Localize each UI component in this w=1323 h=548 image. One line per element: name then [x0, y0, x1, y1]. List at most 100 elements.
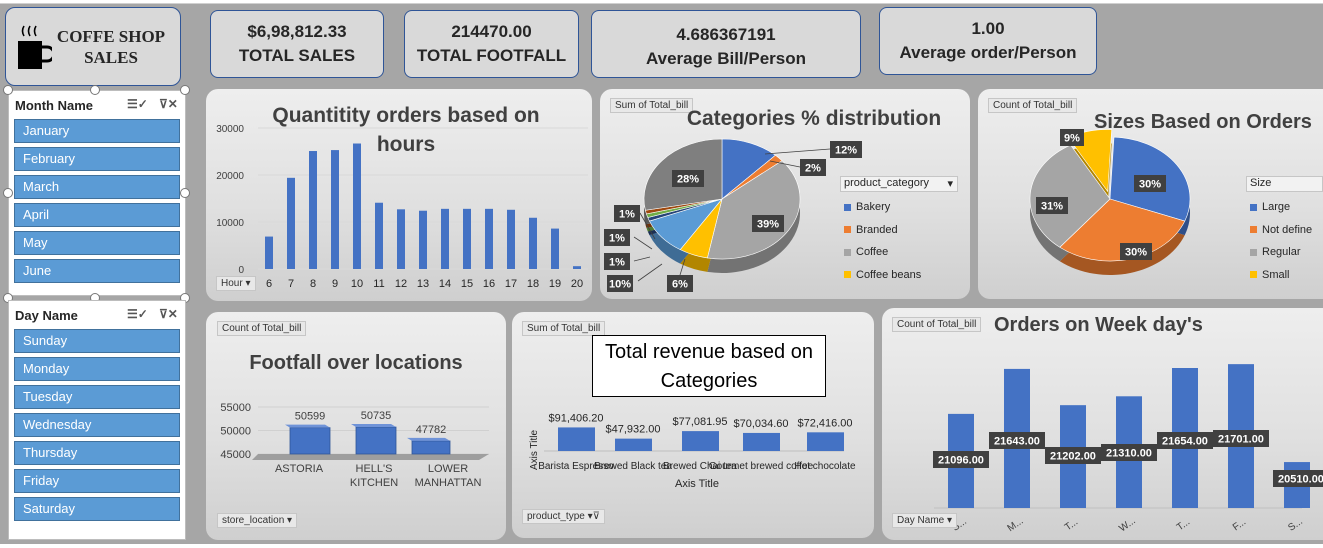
- hour-bar[interactable]: [265, 236, 273, 269]
- size-legend-filter[interactable]: Size: [1246, 176, 1323, 192]
- x-tick-label: 10: [351, 278, 363, 290]
- month-item-may[interactable]: May: [14, 231, 180, 255]
- multi-select-icon[interactable]: ☰✓: [127, 307, 148, 321]
- day-item-friday[interactable]: Friday: [14, 469, 180, 493]
- weekday-value-tag[interactable]: Count of Total_bill: [892, 317, 982, 332]
- revenue-value-tag[interactable]: Sum of Total_bill: [522, 321, 606, 336]
- legend-item[interactable]: Regular: [1250, 241, 1312, 264]
- day-item-monday[interactable]: Monday: [14, 357, 180, 381]
- legend-item[interactable]: Bakery: [844, 196, 921, 219]
- data-label-box: [607, 275, 633, 292]
- legend-item[interactable]: Not define: [1250, 219, 1312, 242]
- hour-bar[interactable]: [309, 151, 317, 269]
- month-item-february[interactable]: February: [14, 147, 180, 171]
- legend-item[interactable]: Coffee beans: [844, 264, 921, 287]
- hour-bar[interactable]: [573, 266, 581, 269]
- revenue-chart-card[interactable]: Sum of Total_bill Total revenue based on…: [512, 312, 874, 538]
- x-tick-label: W...: [1117, 516, 1137, 535]
- leader-line: [633, 236, 653, 250]
- leader-line: [764, 148, 831, 155]
- sizes-value-tag[interactable]: Count of Total_bill: [988, 98, 1078, 113]
- hour-field-button[interactable]: Hour ▾: [216, 276, 256, 291]
- revenue-bar[interactable]: [807, 432, 844, 451]
- legend-item[interactable]: Branded: [844, 219, 921, 242]
- hour-bar[interactable]: [331, 150, 339, 269]
- month-item-january[interactable]: January: [14, 119, 180, 143]
- location-bar[interactable]: [289, 427, 331, 455]
- hour-field-label: Hour: [221, 278, 243, 289]
- data-label: 2%: [805, 163, 821, 175]
- resize-handle[interactable]: [180, 85, 190, 95]
- hour-bar[interactable]: [551, 228, 559, 269]
- data-label-box: [672, 170, 704, 187]
- day-item-tuesday[interactable]: Tuesday: [14, 385, 180, 409]
- footfall-value-tag[interactable]: Count of Total_bill: [217, 321, 307, 336]
- categories-chart-card[interactable]: Sum of Total_bill Categories % distribut…: [600, 89, 970, 299]
- data-label-box: [1101, 444, 1157, 461]
- logo-title: COFFE SHOP SALES: [46, 26, 176, 68]
- resize-handle[interactable]: [90, 85, 100, 95]
- revenue-bar[interactable]: [743, 432, 780, 451]
- legend-item[interactable]: Coffee: [844, 241, 921, 264]
- category-legend-filter[interactable]: product_category ▾: [840, 176, 958, 192]
- hours-chart-card[interactable]: Quantitity orders based on hours 30000 20…: [206, 89, 592, 301]
- hour-bar[interactable]: [463, 208, 471, 269]
- pie-slice[interactable]: [707, 160, 801, 260]
- data-label: 50599: [295, 411, 326, 423]
- sheet-gridlines: [0, 0, 1323, 4]
- data-label-box: [1134, 175, 1166, 192]
- hour-bar[interactable]: [287, 177, 295, 269]
- weekday-chart-card[interactable]: Count of Total_bill Orders on Week day's…: [882, 308, 1323, 540]
- clear-filter-icon[interactable]: ⊽✕: [159, 307, 178, 321]
- resize-handle[interactable]: [180, 188, 190, 198]
- hour-bar[interactable]: [441, 208, 449, 269]
- hour-bar[interactable]: [375, 202, 383, 269]
- data-label: 21643.00: [994, 436, 1040, 448]
- location-bar[interactable]: [411, 440, 451, 455]
- day-slicer[interactable]: Day Name ☰✓ ⊽✕ Sunday Monday Tuesday Wednes…: [8, 300, 186, 540]
- logo-line2: SALES: [84, 48, 138, 67]
- hour-bar[interactable]: [507, 209, 515, 269]
- month-item-june[interactable]: June: [14, 259, 180, 283]
- data-label: $91,406.20: [548, 412, 603, 424]
- hour-bar[interactable]: [419, 210, 427, 269]
- revenue-bar[interactable]: [558, 427, 595, 451]
- revenue-bar[interactable]: [682, 431, 719, 451]
- legend-item[interactable]: Large: [1250, 196, 1312, 219]
- kpi-value: $6,98,812.33: [247, 22, 347, 41]
- data-label: 50735: [361, 410, 392, 422]
- multi-select-icon[interactable]: ☰✓: [127, 97, 148, 111]
- hour-bar[interactable]: [485, 208, 493, 269]
- month-item-march[interactable]: March: [14, 175, 180, 199]
- categories-chart-title: Categories % distribution: [686, 107, 942, 130]
- month-item-april[interactable]: April: [14, 203, 180, 227]
- hour-bar[interactable]: [353, 143, 361, 269]
- day-item-wednesday[interactable]: Wednesday: [14, 413, 180, 437]
- day-name-field-button[interactable]: Day Name ▾: [892, 513, 958, 528]
- location-bar[interactable]: [355, 426, 397, 455]
- leader-line: [633, 256, 651, 262]
- hour-bar[interactable]: [529, 217, 537, 269]
- sizes-chart-card[interactable]: Count of Total_bill Sizes Based on Order…: [978, 89, 1323, 299]
- x-tick-label: KITCHEN: [350, 477, 398, 489]
- legend-label: Bakery: [856, 201, 891, 214]
- revenue-bar[interactable]: [615, 438, 652, 451]
- month-slicer[interactable]: Month Name ☰✓ ⊽✕ January February March Apr…: [8, 90, 186, 296]
- clear-filter-icon[interactable]: ⊽✕: [159, 97, 178, 111]
- footfall-chart-card[interactable]: Count of Total_bill Footfall over locati…: [206, 312, 506, 540]
- hour-bar[interactable]: [397, 209, 405, 269]
- pie-slice[interactable]: [1029, 144, 1111, 248]
- day-item-saturday[interactable]: Saturday: [14, 497, 180, 521]
- day-item-sunday[interactable]: Sunday: [14, 329, 180, 353]
- revenue-chart-title[interactable]: Total revenue based on Categories: [592, 335, 826, 397]
- resize-handle[interactable]: [3, 188, 13, 198]
- categories-value-tag[interactable]: Sum of Total_bill: [610, 98, 694, 113]
- data-label: $70,034.60: [733, 418, 788, 430]
- legend-swatch: [1250, 226, 1257, 234]
- product-type-field-button[interactable]: product_type ▾⊽: [522, 509, 605, 524]
- resize-handle[interactable]: [3, 85, 13, 95]
- legend-label: Coffee: [856, 246, 889, 259]
- store-location-field-button[interactable]: store_location ▾: [217, 513, 298, 528]
- day-item-thursday[interactable]: Thursday: [14, 441, 180, 465]
- legend-item[interactable]: Small: [1250, 264, 1312, 287]
